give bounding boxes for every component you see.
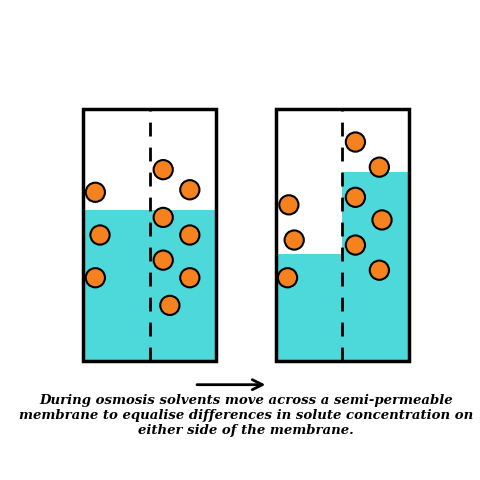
Circle shape xyxy=(154,251,173,270)
Circle shape xyxy=(279,195,299,215)
Circle shape xyxy=(346,236,365,255)
Circle shape xyxy=(154,160,173,179)
Bar xyxy=(276,254,342,360)
Circle shape xyxy=(370,261,389,280)
Circle shape xyxy=(180,268,199,288)
Bar xyxy=(150,210,216,360)
Circle shape xyxy=(160,296,180,315)
Circle shape xyxy=(346,132,365,152)
Circle shape xyxy=(90,226,109,245)
Bar xyxy=(84,109,216,360)
Circle shape xyxy=(154,208,173,227)
Circle shape xyxy=(346,188,365,207)
Bar xyxy=(276,109,408,360)
Bar xyxy=(342,172,408,360)
Circle shape xyxy=(180,226,199,245)
Circle shape xyxy=(370,157,389,177)
Bar xyxy=(84,210,150,360)
Circle shape xyxy=(372,210,392,229)
Circle shape xyxy=(86,183,105,202)
Circle shape xyxy=(180,180,199,199)
Text: During osmosis solvents move across a semi-permeable
membrane to equalise differ: During osmosis solvents move across a se… xyxy=(19,394,473,437)
Circle shape xyxy=(285,230,304,250)
Circle shape xyxy=(86,268,105,288)
Circle shape xyxy=(278,268,297,288)
